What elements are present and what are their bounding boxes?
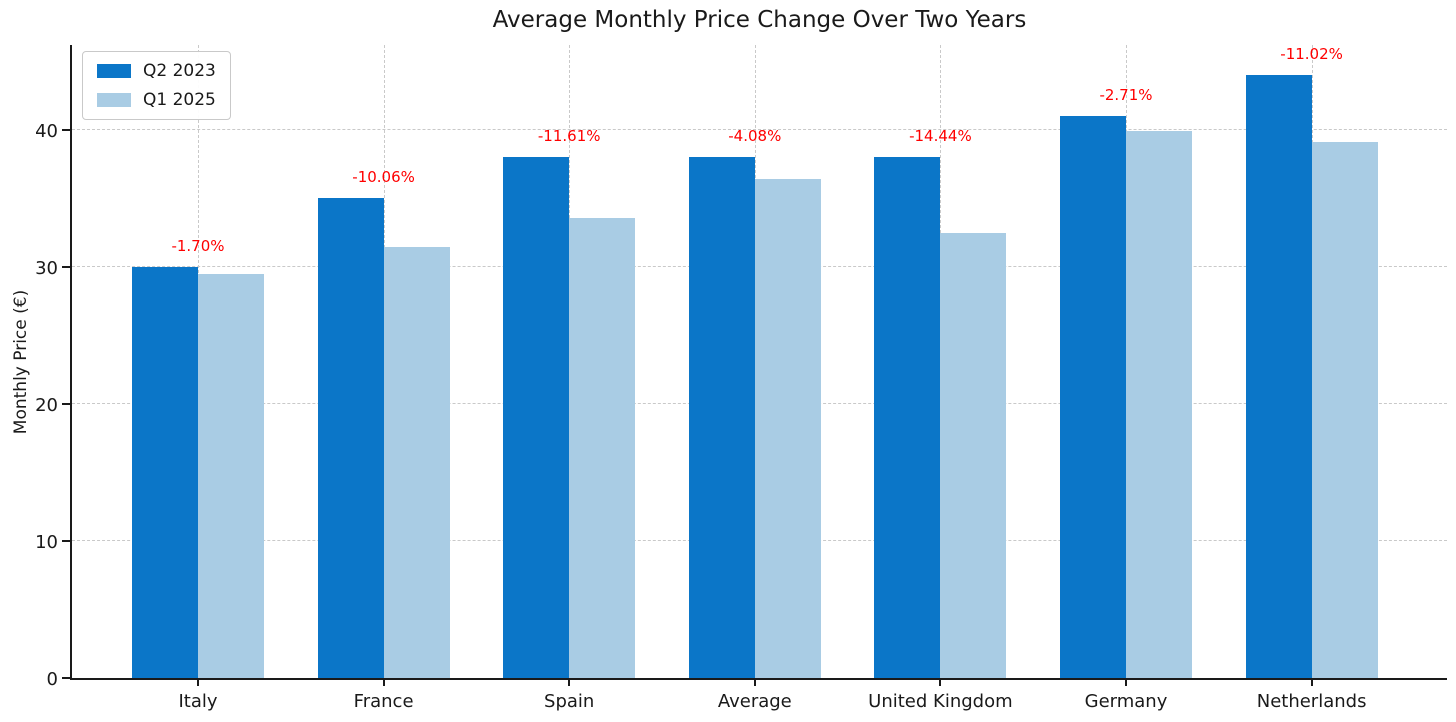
x-tick-mark <box>1125 680 1127 686</box>
bar-q2-2023-germany <box>1060 116 1126 678</box>
y-tick-mark <box>62 402 70 405</box>
gridline-horizontal <box>72 128 1447 130</box>
bar-annotation-netherlands: -11.02% <box>1280 45 1343 64</box>
bar-annotation-france: -10.06% <box>352 168 415 187</box>
chart-title: Average Monthly Price Change Over Two Ye… <box>492 7 1027 33</box>
y-tick-label: 40 <box>35 120 58 142</box>
plot-area: Q2 2023 Q1 2025 0 10 20 30 40 Italy -1.70% Fran… <box>35 45 1447 712</box>
bar-q1-2025-france <box>383 246 450 678</box>
y-tick-mark <box>62 540 70 542</box>
y-tick-mark <box>62 128 70 131</box>
bar-q1-2025-italy <box>198 273 264 678</box>
x-tick-label: Spain <box>544 691 595 712</box>
x-tick-label: United Kingdom <box>868 691 1013 712</box>
bar-q1-2025-united-kingdom <box>940 232 1007 678</box>
bar-annotation-italy: -1.70% <box>171 236 225 255</box>
bar-q1-2025-spain <box>569 217 636 678</box>
bar-q2-2023-united-kingdom <box>874 157 941 678</box>
x-tick-label: Netherlands <box>1256 691 1367 712</box>
x-tick-mark <box>197 680 199 686</box>
bar-q1-2025-netherlands <box>1311 141 1378 678</box>
legend-item-q1-2025: Q1 2025 <box>97 90 216 110</box>
x-tick-mark <box>753 680 756 686</box>
x-tick-label: France <box>353 691 414 712</box>
bar-q2-2023-france <box>317 198 384 678</box>
bar-q2-2023-netherlands <box>1245 75 1312 678</box>
y-axis-spine <box>70 45 72 680</box>
y-tick-label: 30 <box>35 257 58 279</box>
bar-annotation-united-kingdom: -14.44% <box>909 127 972 146</box>
legend: Q2 2023 Q1 2025 <box>82 51 231 120</box>
bar-q2-2023-italy <box>132 266 198 678</box>
bar-q2-2023-average <box>688 157 755 678</box>
bar-annotation-spain: -11.61% <box>537 127 601 146</box>
x-tick-mark <box>1310 680 1313 686</box>
x-tick-label: Average <box>717 691 792 712</box>
x-axis-spine <box>70 678 1447 680</box>
y-tick-mark <box>62 677 70 679</box>
x-tick-label: Germany <box>1084 691 1168 712</box>
x-tick-mark <box>939 680 942 686</box>
x-tick-mark <box>382 680 385 686</box>
bar-q1-2025-germany <box>1126 131 1192 678</box>
x-tick-mark <box>568 680 571 686</box>
bar-q2-2023-spain <box>503 157 570 678</box>
y-tick-label: 10 <box>35 532 58 553</box>
legend-swatch-q1-2025 <box>97 93 131 107</box>
legend-swatch-q2-2023 <box>97 64 131 78</box>
y-tick-mark <box>62 265 70 268</box>
y-tick-label: 0 <box>46 669 58 690</box>
y-tick-label: 20 <box>35 394 58 416</box>
bar-annotation-average: -4.08% <box>728 127 782 146</box>
legend-label-q2-2023: Q2 2023 <box>143 61 216 81</box>
bar-annotation-germany: -2.71% <box>1099 86 1153 105</box>
legend-item-q2-2023: Q2 2023 <box>97 61 216 81</box>
legend-label-q1-2025: Q1 2025 <box>143 90 216 110</box>
bar-q1-2025-average <box>754 178 821 678</box>
x-tick-label: Italy <box>178 691 218 712</box>
